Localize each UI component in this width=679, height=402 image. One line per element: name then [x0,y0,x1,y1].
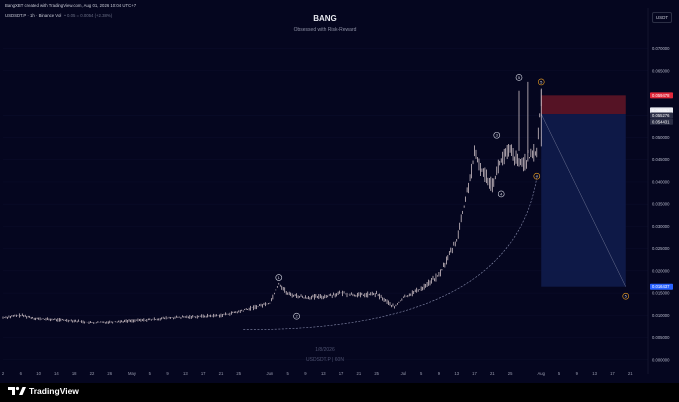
x-tick-label: 9 [576,371,579,376]
x-tick-label: 17 [201,371,206,376]
x-tick-label: 9 [438,371,441,376]
y-tick-label: 0.065000 [652,68,670,73]
x-tick-label: 5 [149,371,152,376]
stop-loss-zone [541,95,626,115]
x-tick-label: 21 [490,371,495,376]
x-tick-label: 9 [166,371,169,376]
symbol-change: • 0.05 = 0.0054 (+2.38%) [64,13,113,18]
x-tick-label: 13 [454,371,459,376]
created-by-line: BangXBT created with TradingView.com, Au… [5,3,137,8]
x-tick-label: Jul [401,371,406,376]
x-tick-label: 22 [90,371,95,376]
y-tick-label: 0.005000 [652,335,670,340]
watermark-symbol: USDSDT.P | 60N [306,357,344,363]
x-tick-label: 5 [420,371,423,376]
x-tick-label: 17 [339,371,344,376]
wave-label: 5 [540,79,543,84]
price-tag-bg [650,92,673,99]
x-tick-label: 9 [304,371,307,376]
x-tick-label: Jun [267,371,274,376]
y-tick-label: 0.045000 [652,157,670,162]
wave-label: 4 [500,191,503,196]
x-tick-label: 18 [72,371,77,376]
wave-label: 3 [496,133,499,138]
wave-marker [515,74,523,81]
y-tick-label: 0.040000 [652,179,670,184]
wave-label: 4 [536,174,539,179]
symbol-text: USDSDT.P · 1h · Binance Vol [5,13,62,18]
tradingview-logo[interactable]: TradingView [8,385,79,397]
x-tick-label: 6 [20,371,23,376]
price-tag-bg [650,107,673,114]
x-tick-label: 13 [321,371,326,376]
price-tag-label: 0.054431 [652,119,670,124]
tradingview-icon [8,386,26,395]
wave-marker [275,274,283,281]
symbol-line[interactable]: USDSDT.P · 1h · Binance Vol • 0.05 = 0.00… [5,13,112,18]
price-tag-label: 0.055276 [652,113,670,118]
tradingview-brand: TradingView [29,386,79,396]
price-tag-bg [650,283,673,290]
x-tick-label: 13 [592,371,597,376]
position-diagonal [541,113,626,287]
support-curve [243,177,538,330]
price-tag-bg [650,118,673,125]
wave-labels: 1 2 3 4 5 4 5 5 [275,74,630,320]
x-tick-label: Aug [538,371,546,376]
chart-subtitle: Obsessed with Risk-Reward [293,27,357,33]
x-axis: 2 6 10 14 18 22 26 May 5 9 13 17 21 25 Jun 5 9 13 17 21 25 Ju… [2,371,633,376]
y-tick-label: 0.050000 [652,135,670,140]
y-tick-label: 0.020000 [652,268,670,273]
chart-title: BANG [313,14,337,23]
candles [2,81,542,325]
x-tick-label: 26 [107,371,112,376]
x-tick-label: 21 [357,371,362,376]
x-tick-label: 17 [472,371,477,376]
wave-marker [293,312,300,320]
wave-marker [497,190,505,198]
y-tick-label: 0.070000 [652,46,670,51]
price-tag-label: 0.055862 [652,108,670,113]
wave-label: 5 [625,294,628,299]
price-tag-label: 0.016437 [652,284,670,289]
x-tick-label: 5 [558,371,561,376]
y-axis: 0.0700000.0650000.0550000.0500000.045000… [647,8,670,374]
wave-marker [537,78,545,86]
y-tick-label: 0.010000 [652,313,670,318]
grid-lines [3,48,648,361]
x-tick-label: 5 [287,371,290,376]
y-tick-label: 0.035000 [652,202,670,207]
x-tick-label: May [128,371,137,376]
wave-marker [622,292,630,300]
currency-button[interactable]: USDT [652,12,672,23]
price-tag-label: 0.059478 [652,93,670,98]
y-tick-label: 0.015000 [652,291,670,296]
support-curve-line [243,177,538,330]
x-tick-label: 21 [219,371,224,376]
risk-reward-zones [541,95,626,287]
price-tag-bg [650,112,673,119]
wave-marker [493,131,501,139]
watermark-date: 1/8/2026 [315,347,335,353]
wave-label: 5 [518,75,521,80]
wave-label: 2 [295,314,298,319]
x-tick-label: 25 [508,371,513,376]
wave-label: 1 [278,275,281,280]
y-tick-label: 0.025000 [652,246,670,251]
x-tick-label: 14 [54,371,59,376]
wave-marker [533,172,541,180]
x-tick-label: 25 [374,371,379,376]
y-tick-label: 0.030000 [652,224,670,229]
x-tick-label: 17 [610,371,615,376]
x-tick-label: 10 [36,371,41,376]
x-tick-label: 13 [183,371,188,376]
y-tick-label: 0.000000 [652,357,670,362]
x-tick-label: 2 [2,371,5,376]
x-tick-label: 21 [628,371,633,376]
x-tick-label: 25 [236,371,241,376]
